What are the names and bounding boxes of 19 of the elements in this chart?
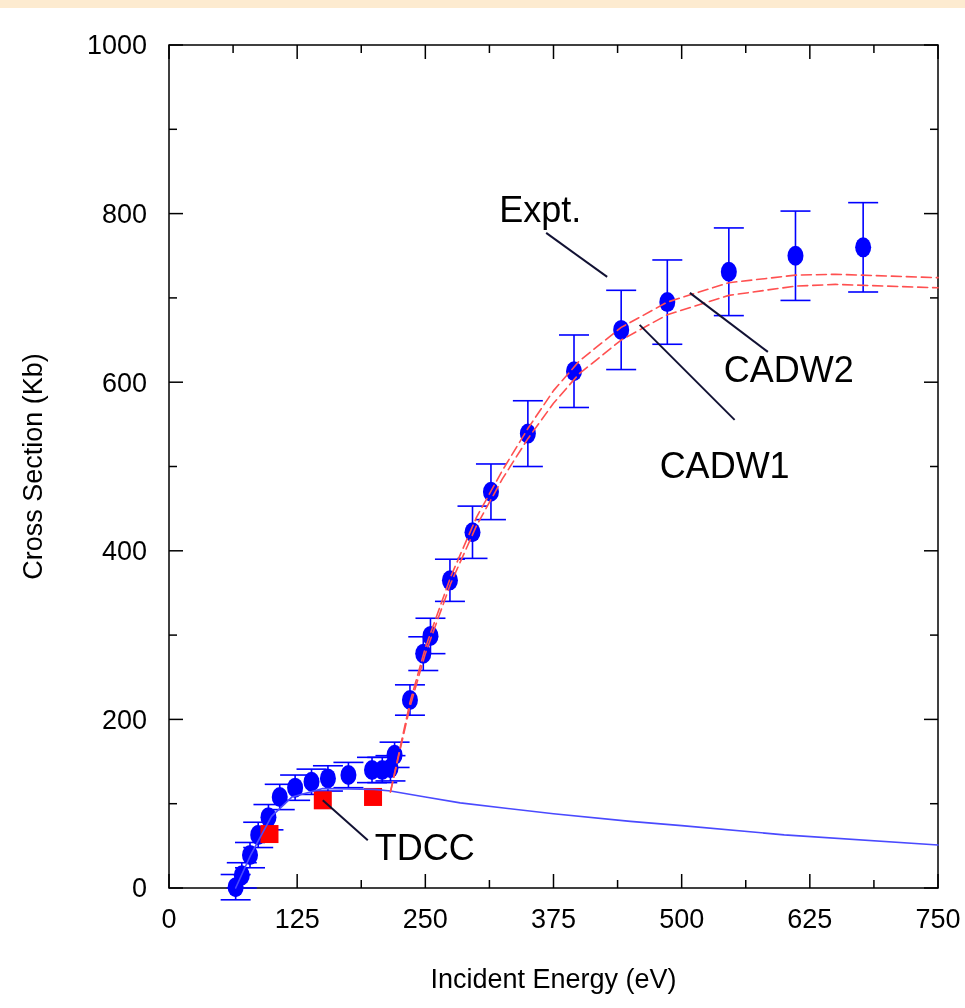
y-tick-label: 0 [131, 873, 147, 904]
y-tick-label: 1000 [86, 30, 147, 61]
annotation: CADW2 [723, 348, 854, 390]
x-tick-label: 500 [659, 904, 705, 934]
y-axis-title: Cross Section (Kb) [18, 353, 48, 580]
x-tick-label: 625 [787, 904, 833, 934]
y-tick-label: 600 [101, 367, 147, 398]
x-tick-label: 0 [161, 904, 177, 934]
y-tick-label: 800 [101, 199, 147, 230]
x-tick-label: 750 [915, 904, 961, 934]
annotation: TDCC [374, 827, 475, 869]
x-tick-label: 125 [274, 904, 320, 934]
x-axis-title: Incident Energy (eV) [430, 964, 677, 994]
y-tick-label: 400 [101, 536, 147, 567]
y-tick-label: 200 [101, 704, 147, 735]
annotation: CADW1 [659, 444, 790, 486]
x-tick-label: 375 [530, 904, 577, 934]
annotation: Expt. [499, 188, 582, 230]
x-tick-label: 250 [402, 904, 448, 934]
